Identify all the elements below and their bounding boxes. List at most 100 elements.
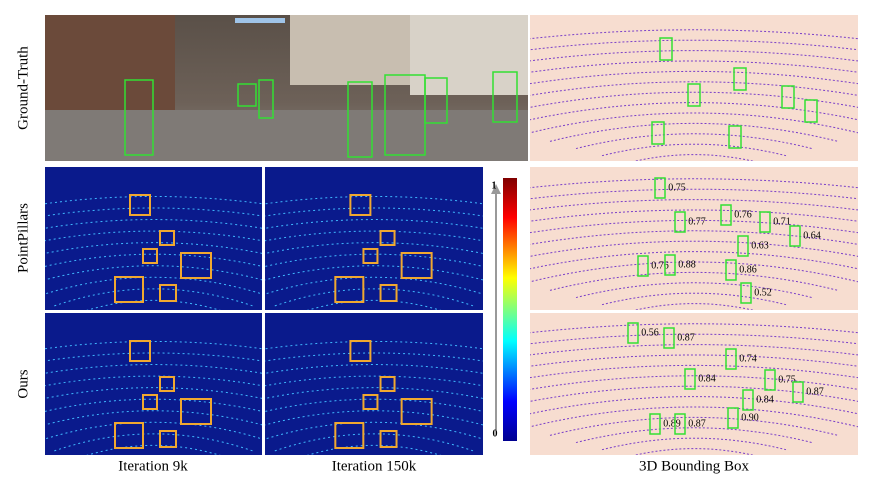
score: 0.64 [803,230,821,241]
clip-group [265,340,483,455]
scan-ring [530,50,858,62]
scan-ring [265,276,483,295]
scan-ring [45,352,262,362]
det-box [759,211,771,233]
gt-box [124,79,154,156]
roi-box [114,276,144,303]
scan-ring [530,29,858,40]
det-box [742,389,754,411]
scan-ring [530,219,858,234]
roi-box [362,394,379,410]
roi-box [379,376,396,392]
scan-ring [45,410,262,426]
scan-ring [265,352,483,362]
building [410,15,528,95]
det-box [727,407,739,429]
det-box [720,204,732,226]
det-box [725,259,737,281]
score: 0.52 [754,287,772,298]
row-label: Ground-Truth [15,46,31,130]
scan-ring [530,112,858,134]
roi-box [379,230,396,246]
scan-ring [530,385,858,402]
roi-box [400,398,433,425]
roi-box [142,394,158,410]
score: 0.76 [651,260,669,271]
roi-box [159,430,177,448]
roi-box [129,194,151,216]
scan-ring [265,421,483,440]
scan-ring [45,375,262,387]
score: 0.56 [641,327,659,338]
det-box [674,413,686,435]
column-label: 3D Bounding Box [639,458,750,474]
gt-3d-box [659,37,673,61]
panels [45,15,858,455]
heatmap [265,167,483,310]
score: 0.87 [806,386,824,397]
score: 0.77 [688,216,706,227]
arrowhead [491,184,501,194]
scan-ring [54,288,253,307]
scan-ring [530,396,858,415]
scan-ring [549,416,839,436]
gt-3d-box [733,67,747,91]
score: 0.90 [741,412,759,423]
score: 0.87 [688,418,706,429]
scan-ring [530,406,858,428]
scan-ring [530,323,858,334]
gt-box [347,81,373,158]
heatmap [265,313,483,455]
roi-box [334,422,365,449]
scan-ring [45,276,262,295]
scan-ring [549,271,839,291]
roi-box [379,284,398,302]
scan-ring [530,102,858,121]
decoration [45,29,858,455]
roi-box [159,376,175,392]
pc-panel [530,167,858,310]
roi-box [129,340,151,362]
score: 0.63 [751,240,769,251]
roi-box [159,284,177,302]
roi-box [180,398,212,425]
clip-group [530,323,858,455]
score: 0.84 [756,394,774,405]
scan-ring [54,433,253,452]
roi-box [159,230,175,246]
roi-box [349,194,372,216]
gt-box [492,71,518,123]
score: 0.89 [663,418,681,429]
gt-box [424,77,448,124]
roi-box [349,340,372,362]
score: 0.74 [739,353,757,364]
det-box [684,368,696,390]
gt-3d-box [804,99,818,123]
scan-ring [601,143,787,157]
scan-ring [530,261,858,283]
clip-group [265,194,483,310]
colorbar-max: 1 [492,180,497,191]
row-label: PointPillars [15,203,31,273]
gt-box [258,79,274,119]
scan-ring [601,437,787,451]
scan-ring [265,207,483,217]
roi-box [334,276,365,303]
scan-ring [530,251,858,270]
colorbar-min: 0 [493,428,498,439]
scan-ring [45,207,262,217]
score: 0.88 [678,259,696,270]
scan-ring [45,265,262,281]
scan-ring [265,265,483,281]
street [45,110,528,161]
clip-group [530,29,858,161]
column-label: Iteration 9k [118,458,188,474]
scan-ring [530,240,858,257]
scan-ring [265,375,483,387]
heatmap [45,167,262,310]
scan-ring [549,122,839,142]
scan-ring [601,292,787,306]
scan-ring [530,344,858,356]
roi-box [362,248,379,264]
